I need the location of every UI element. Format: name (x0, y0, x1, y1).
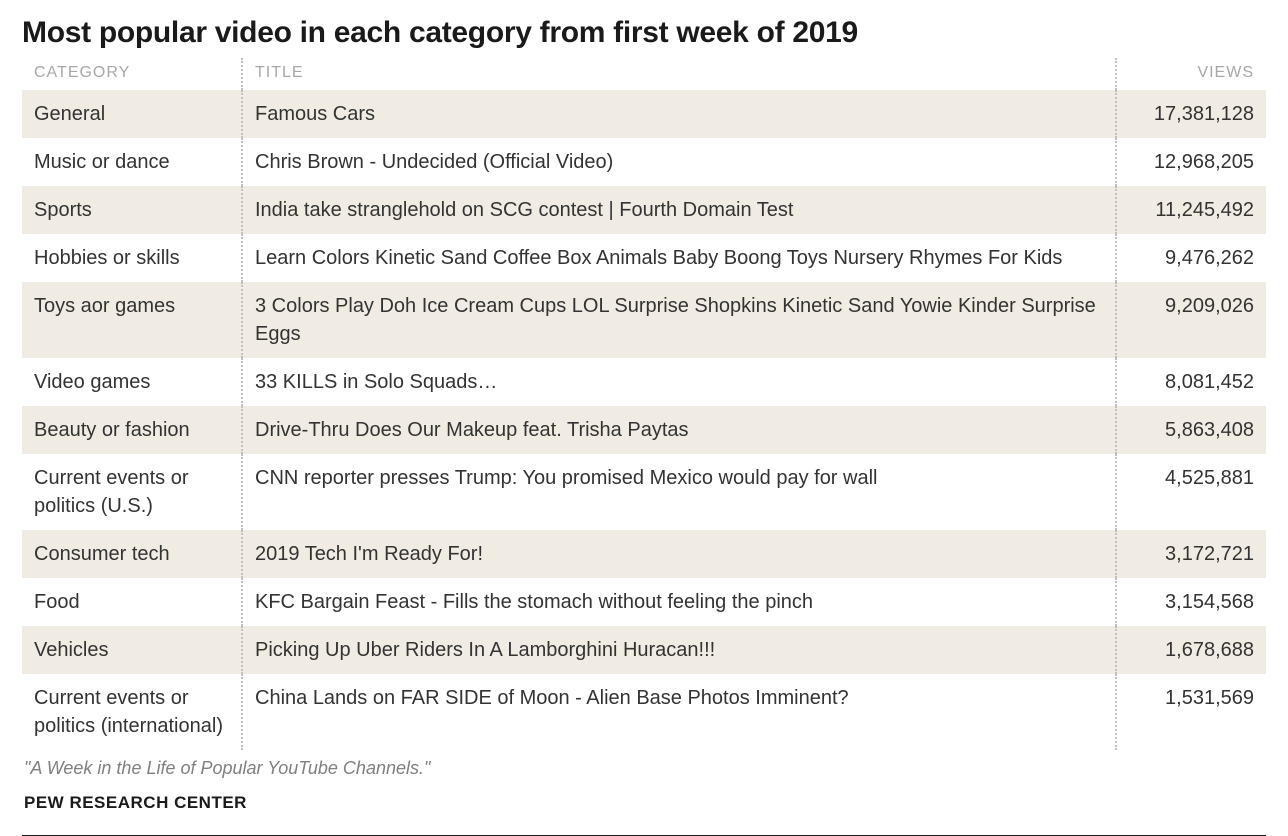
table-row: Beauty or fashionDrive-Thru Does Our Mak… (22, 406, 1266, 454)
cell-title: 2019 Tech I'm Ready For! (242, 530, 1116, 578)
table-row: VehiclesPicking Up Uber Riders In A Lamb… (22, 626, 1266, 674)
table-row: Consumer tech2019 Tech I'm Ready For!3,1… (22, 530, 1266, 578)
chart-container: Most popular video in each category from… (22, 14, 1266, 836)
cell-views: 4,525,881 (1116, 454, 1266, 530)
table-row: FoodKFC Bargain Feast - Fills the stomac… (22, 578, 1266, 626)
cell-views: 1,531,569 (1116, 674, 1266, 750)
data-table: CATEGORY TITLE VIEWS GeneralFamous Cars1… (22, 58, 1266, 750)
cell-category: Beauty or fashion (22, 406, 242, 454)
cell-views: 1,678,688 (1116, 626, 1266, 674)
cell-views: 17,381,128 (1116, 90, 1266, 138)
cell-category: General (22, 90, 242, 138)
cell-title: Chris Brown - Undecided (Official Video) (242, 138, 1116, 186)
cell-title: 33 KILLS in Solo Squads… (242, 358, 1116, 406)
cell-views: 5,863,408 (1116, 406, 1266, 454)
cell-category: Food (22, 578, 242, 626)
cell-title: Drive-Thru Does Our Makeup feat. Trisha … (242, 406, 1116, 454)
cell-category: Current events or politics (U.S.) (22, 454, 242, 530)
cell-views: 11,245,492 (1116, 186, 1266, 234)
table-row: Toys aor games3 Colors Play Doh Ice Crea… (22, 282, 1266, 358)
table-row: Video games33 KILLS in Solo Squads…8,081… (22, 358, 1266, 406)
table-row: Music or danceChris Brown - Undecided (O… (22, 138, 1266, 186)
cell-title: 3 Colors Play Doh Ice Cream Cups LOL Sur… (242, 282, 1116, 358)
cell-views: 3,154,568 (1116, 578, 1266, 626)
cell-title: Learn Colors Kinetic Sand Coffee Box Ani… (242, 234, 1116, 282)
cell-category: Hobbies or skills (22, 234, 242, 282)
table-row: GeneralFamous Cars17,381,128 (22, 90, 1266, 138)
cell-views: 12,968,205 (1116, 138, 1266, 186)
cell-views: 9,209,026 (1116, 282, 1266, 358)
table-row: Current events or politics (internationa… (22, 674, 1266, 750)
col-header-views: VIEWS (1116, 58, 1266, 90)
table-row: SportsIndia take stranglehold on SCG con… (22, 186, 1266, 234)
cell-views: 3,172,721 (1116, 530, 1266, 578)
bottom-rule (22, 835, 1266, 836)
table-row: Current events or politics (U.S.)CNN rep… (22, 454, 1266, 530)
cell-category: Toys aor games (22, 282, 242, 358)
cell-title: Picking Up Uber Riders In A Lamborghini … (242, 626, 1116, 674)
cell-category: Current events or politics (internationa… (22, 674, 242, 750)
cell-title: Famous Cars (242, 90, 1116, 138)
cell-title: China Lands on FAR SIDE of Moon - Alien … (242, 674, 1116, 750)
cell-title: CNN reporter presses Trump: You promised… (242, 454, 1116, 530)
source-note: "A Week in the Life of Popular YouTube C… (22, 758, 1266, 779)
cell-views: 8,081,452 (1116, 358, 1266, 406)
cell-views: 9,476,262 (1116, 234, 1266, 282)
attribution: PEW RESEARCH CENTER (22, 793, 1266, 813)
cell-category: Sports (22, 186, 242, 234)
col-header-category: CATEGORY (22, 58, 242, 90)
table-header-row: CATEGORY TITLE VIEWS (22, 58, 1266, 90)
table-body: GeneralFamous Cars17,381,128Music or dan… (22, 90, 1266, 750)
cell-category: Video games (22, 358, 242, 406)
cell-category: Consumer tech (22, 530, 242, 578)
cell-title: India take stranglehold on SCG contest |… (242, 186, 1116, 234)
table-row: Hobbies or skillsLearn Colors Kinetic Sa… (22, 234, 1266, 282)
cell-title: KFC Bargain Feast - Fills the stomach wi… (242, 578, 1116, 626)
cell-category: Vehicles (22, 626, 242, 674)
cell-category: Music or dance (22, 138, 242, 186)
col-header-title: TITLE (242, 58, 1116, 90)
chart-title: Most popular video in each category from… (22, 14, 1266, 52)
